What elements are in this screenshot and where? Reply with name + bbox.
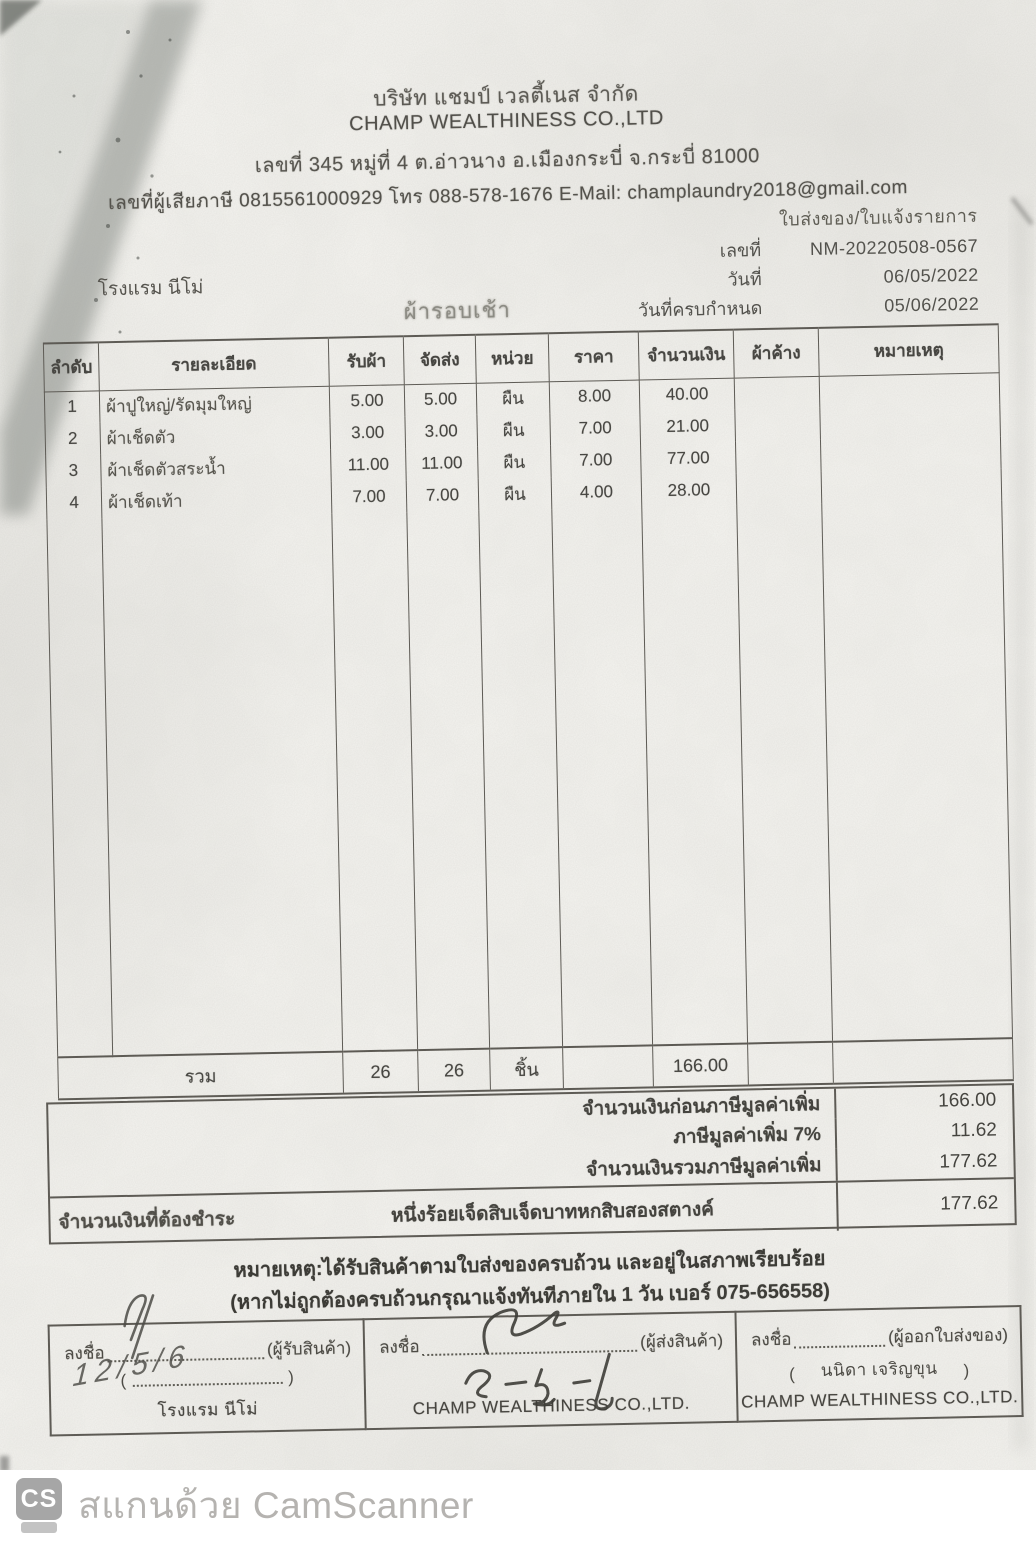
receiver-scrawl-mark: [123, 1294, 155, 1360]
camscanner-footer: CS สแกนด้วย CamScanner: [0, 1470, 1036, 1541]
camscanner-watermark-text: สแกนด้วย CamScanner: [78, 1485, 474, 1526]
camscanner-logo-icon: CS: [16, 1478, 62, 1533]
cs-logo-tab: [21, 1522, 57, 1533]
cs-logo-badge: CS: [16, 1478, 62, 1520]
sender-signature-mark: [464, 1308, 614, 1411]
